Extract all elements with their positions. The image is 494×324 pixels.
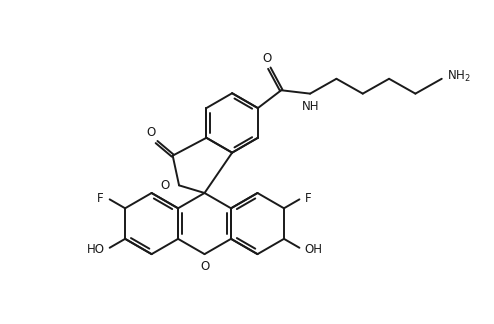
Text: O: O	[263, 52, 272, 65]
Text: NH: NH	[302, 100, 319, 113]
Text: O: O	[200, 260, 209, 273]
Text: OH: OH	[304, 243, 323, 256]
Text: NH$_2$: NH$_2$	[447, 69, 471, 84]
Text: F: F	[97, 192, 103, 205]
Text: O: O	[161, 179, 170, 192]
Text: F: F	[304, 192, 311, 205]
Text: HO: HO	[86, 243, 105, 256]
Text: O: O	[147, 126, 156, 139]
